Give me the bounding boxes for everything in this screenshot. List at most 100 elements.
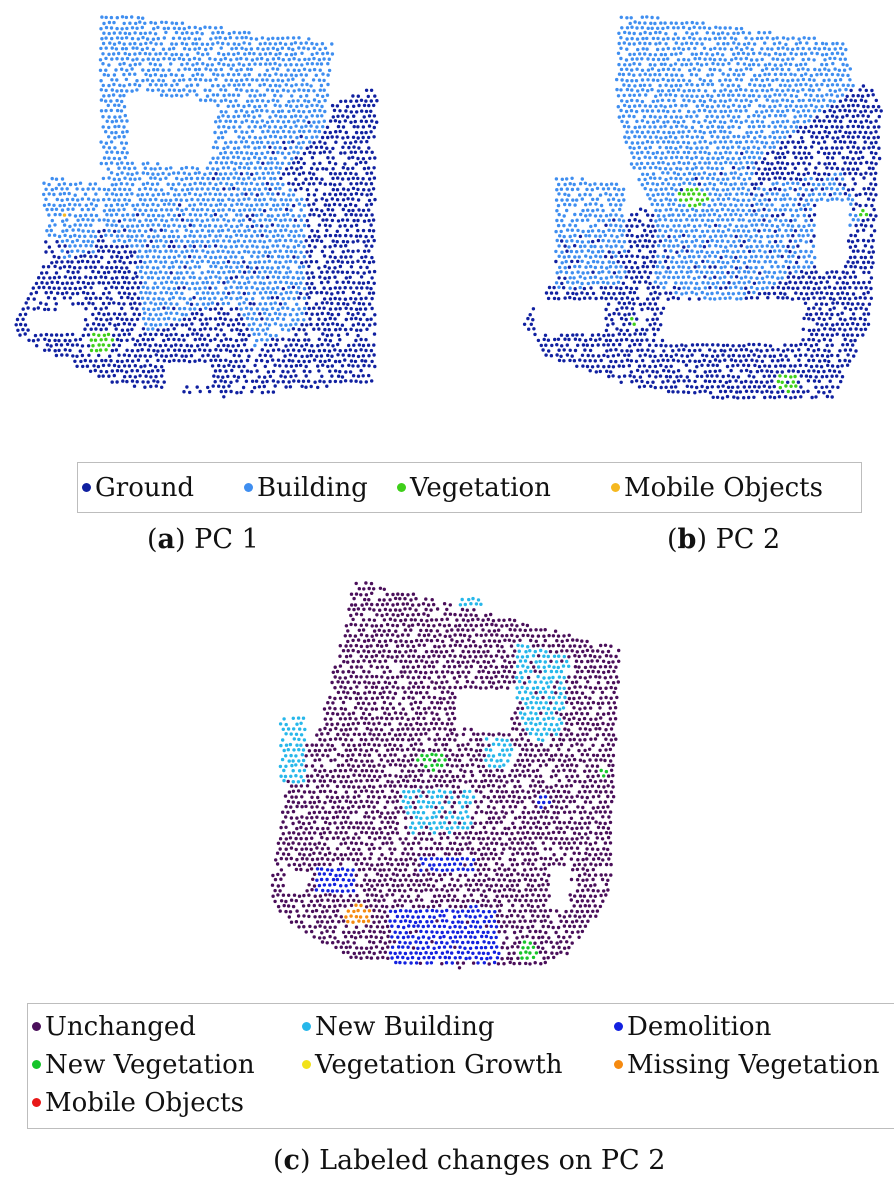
point (107, 52, 111, 56)
point (278, 84, 282, 88)
point (219, 389, 223, 394)
point (249, 47, 254, 51)
point (239, 213, 243, 217)
point (635, 162, 639, 166)
point (205, 218, 210, 222)
point (799, 73, 804, 78)
point (19, 322, 23, 327)
point (184, 165, 189, 170)
point (167, 213, 171, 217)
point (263, 353, 268, 358)
point (287, 57, 291, 62)
point (118, 187, 122, 191)
point (663, 124, 667, 128)
point (281, 255, 285, 259)
point (160, 20, 164, 24)
point (211, 270, 215, 274)
point (281, 58, 285, 62)
point (237, 219, 242, 223)
point (839, 119, 843, 124)
point (294, 364, 299, 368)
point (658, 145, 662, 150)
point (331, 115, 335, 119)
point (73, 223, 77, 227)
point (281, 265, 285, 269)
point (172, 255, 177, 259)
point (110, 183, 115, 187)
point (198, 297, 203, 301)
point (848, 78, 852, 82)
point (684, 198, 688, 202)
point (731, 187, 736, 191)
point (765, 89, 769, 93)
point (70, 249, 74, 253)
point (817, 130, 822, 135)
point (214, 36, 218, 40)
point (221, 156, 226, 160)
point (775, 67, 779, 71)
point (76, 301, 81, 306)
point (359, 181, 363, 185)
point (367, 218, 371, 223)
point (122, 135, 126, 139)
point (180, 166, 184, 171)
point (820, 146, 824, 150)
point (771, 57, 775, 61)
point (63, 244, 67, 248)
point (846, 167, 850, 171)
point (328, 233, 333, 238)
point (685, 155, 689, 160)
point (685, 188, 690, 192)
point (89, 234, 93, 238)
point (360, 109, 364, 113)
point (174, 332, 178, 337)
point (692, 182, 697, 187)
point (762, 84, 766, 88)
point (248, 208, 252, 212)
point (260, 265, 265, 270)
point (326, 353, 330, 358)
point (361, 125, 366, 129)
point (729, 182, 733, 187)
point (263, 52, 268, 56)
point (268, 374, 273, 379)
point (858, 150, 863, 154)
point (268, 281, 272, 285)
point (152, 235, 156, 239)
point (851, 124, 855, 129)
point (213, 57, 217, 62)
point (352, 145, 356, 149)
point (736, 208, 740, 212)
point (330, 208, 335, 212)
point (369, 348, 374, 353)
point (294, 73, 298, 78)
point (130, 317, 134, 322)
point (355, 110, 359, 114)
point (98, 348, 103, 352)
point (245, 162, 249, 166)
point (198, 223, 203, 228)
point (112, 229, 117, 233)
point (770, 214, 775, 218)
point (365, 317, 369, 322)
point (23, 312, 28, 316)
point (646, 89, 650, 93)
point (857, 156, 861, 161)
point (831, 61, 835, 66)
point (825, 134, 829, 139)
point (796, 214, 800, 218)
point (67, 202, 72, 207)
point (568, 182, 572, 186)
point (182, 296, 186, 301)
point (226, 344, 230, 348)
point (853, 109, 857, 113)
point (695, 114, 699, 118)
point (156, 266, 160, 270)
point (65, 342, 70, 347)
point (211, 261, 216, 265)
point (660, 89, 665, 93)
point (156, 255, 161, 259)
point (735, 46, 739, 50)
point (173, 276, 177, 280)
point (91, 322, 96, 326)
